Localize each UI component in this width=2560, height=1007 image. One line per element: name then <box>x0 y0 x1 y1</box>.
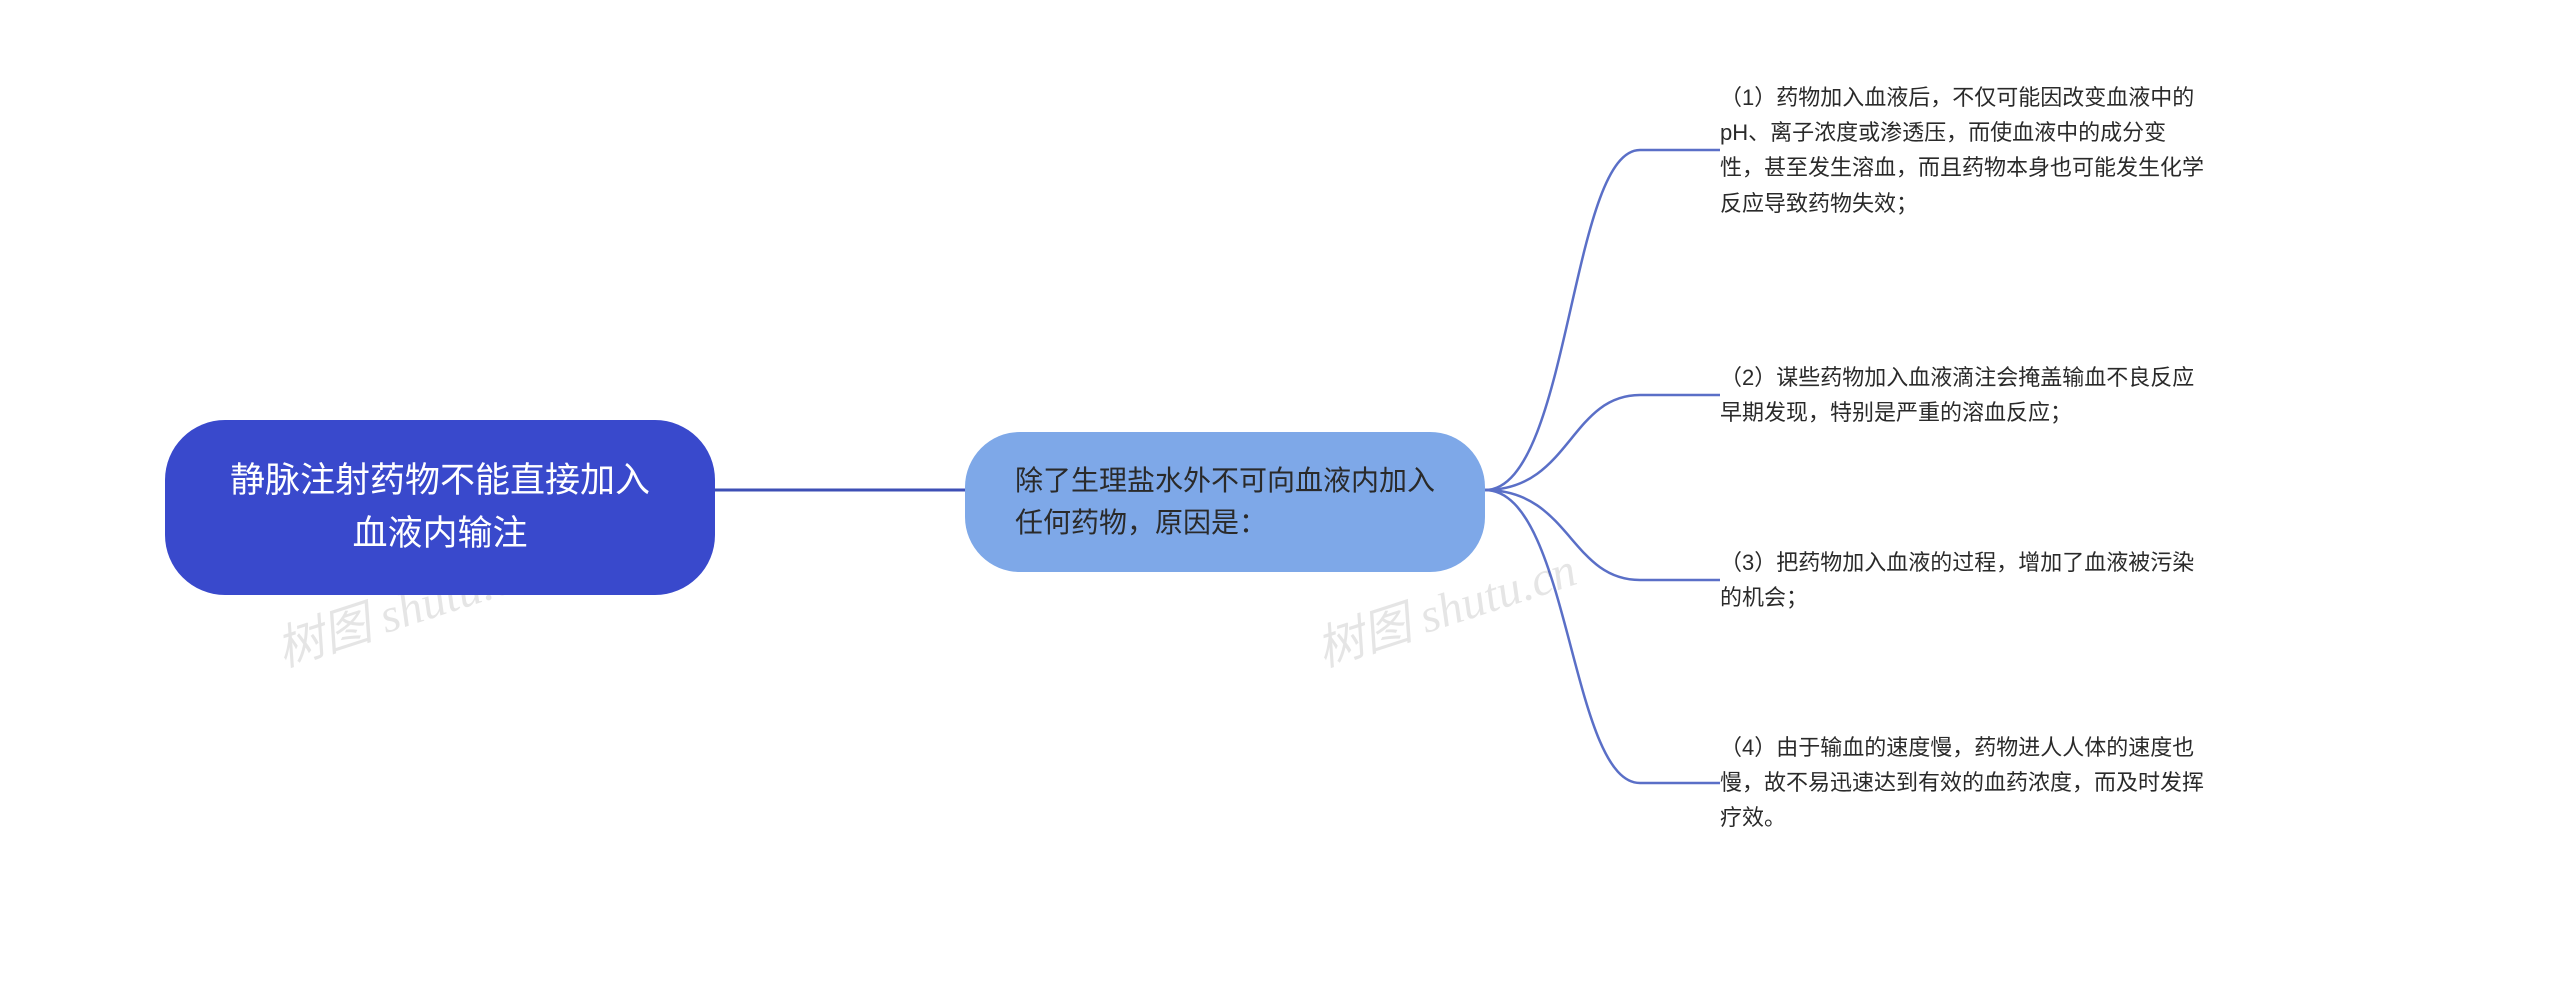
leaf-text: （4）由于输血的速度慢，药物进人人体的速度也慢，故不易迅速达到有效的血药浓度，而… <box>1720 735 2204 830</box>
level1-node-text: 除了生理盐水外不可向血液内加入任何药物，原因是： <box>1015 465 1435 538</box>
leaf-text: （2）谋些药物加入血液滴注会掩盖输血不良反应早期发现，特别是严重的溶血反应； <box>1720 365 2194 425</box>
leaf-node-4: （4）由于输血的速度慢，药物进人人体的速度也慢，故不易迅速达到有效的血药浓度，而… <box>1720 730 2210 836</box>
leaf-node-1: （1）药物加入血液后，不仅可能因改变血液中的pH、离子浓度或渗透压，而使血液中的… <box>1720 80 2210 221</box>
leaf-node-2: （2）谋些药物加入血液滴注会掩盖输血不良反应早期发现，特别是严重的溶血反应； <box>1720 360 2210 430</box>
root-node: 静脉注射药物不能直接加入血液内输注 <box>165 420 715 595</box>
level1-node: 除了生理盐水外不可向血液内加入任何药物，原因是： <box>965 432 1485 572</box>
leaf-text: （3）把药物加入血液的过程，增加了血液被污染的机会； <box>1720 550 2194 610</box>
mindmap-container: 树图 shutu.cn 树图 shutu.cn 静脉注射药物不能直接加入血液内输… <box>0 0 2560 1007</box>
leaf-text: （1）药物加入血液后，不仅可能因改变血液中的pH、离子浓度或渗透压，而使血液中的… <box>1720 85 2204 216</box>
root-node-text: 静脉注射药物不能直接加入血液内输注 <box>230 461 650 553</box>
leaf-node-3: （3）把药物加入血液的过程，增加了血液被污染的机会； <box>1720 545 2210 615</box>
